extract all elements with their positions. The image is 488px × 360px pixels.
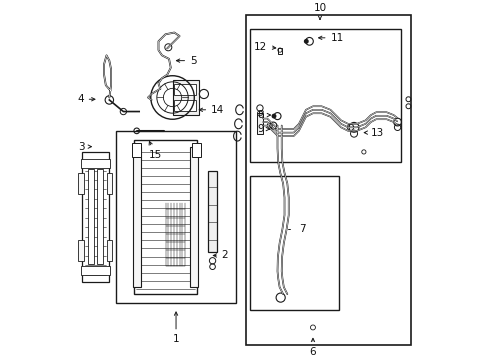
Text: 12: 12 [254, 42, 275, 51]
Bar [191, 143, 200, 157]
Bar [78, 173, 84, 194]
Bar [174, 85, 196, 95]
Bar [133, 147, 141, 287]
Bar [246, 15, 410, 345]
Bar [106, 240, 112, 261]
Bar [249, 29, 400, 162]
Bar [277, 48, 282, 54]
Text: 2: 2 [213, 251, 228, 261]
Bar [87, 170, 94, 264]
Bar [190, 147, 198, 287]
Bar [81, 159, 110, 168]
Circle shape [303, 39, 308, 44]
Bar [256, 113, 263, 134]
Text: 15: 15 [148, 141, 161, 160]
Bar [82, 152, 108, 282]
Bar [172, 80, 198, 115]
Text: 9: 9 [257, 124, 269, 134]
Text: 3: 3 [78, 141, 91, 152]
Text: 8: 8 [257, 110, 270, 120]
Bar [81, 266, 110, 275]
Bar [134, 140, 197, 294]
Bar [97, 170, 103, 264]
Bar [174, 100, 196, 111]
Bar [106, 173, 112, 194]
Text: 6: 6 [309, 338, 316, 357]
Text: 4: 4 [77, 94, 95, 104]
Text: 13: 13 [364, 127, 384, 138]
Bar [207, 171, 217, 252]
Text: 11: 11 [318, 33, 343, 43]
Text: 1: 1 [172, 312, 179, 345]
Circle shape [271, 114, 276, 118]
Bar [249, 176, 339, 310]
Text: 10: 10 [313, 3, 326, 19]
Text: 14: 14 [199, 105, 224, 115]
Bar [132, 143, 141, 157]
Bar [116, 131, 235, 303]
Bar [78, 240, 84, 261]
Text: 7: 7 [298, 224, 305, 234]
Text: 5: 5 [176, 56, 196, 66]
